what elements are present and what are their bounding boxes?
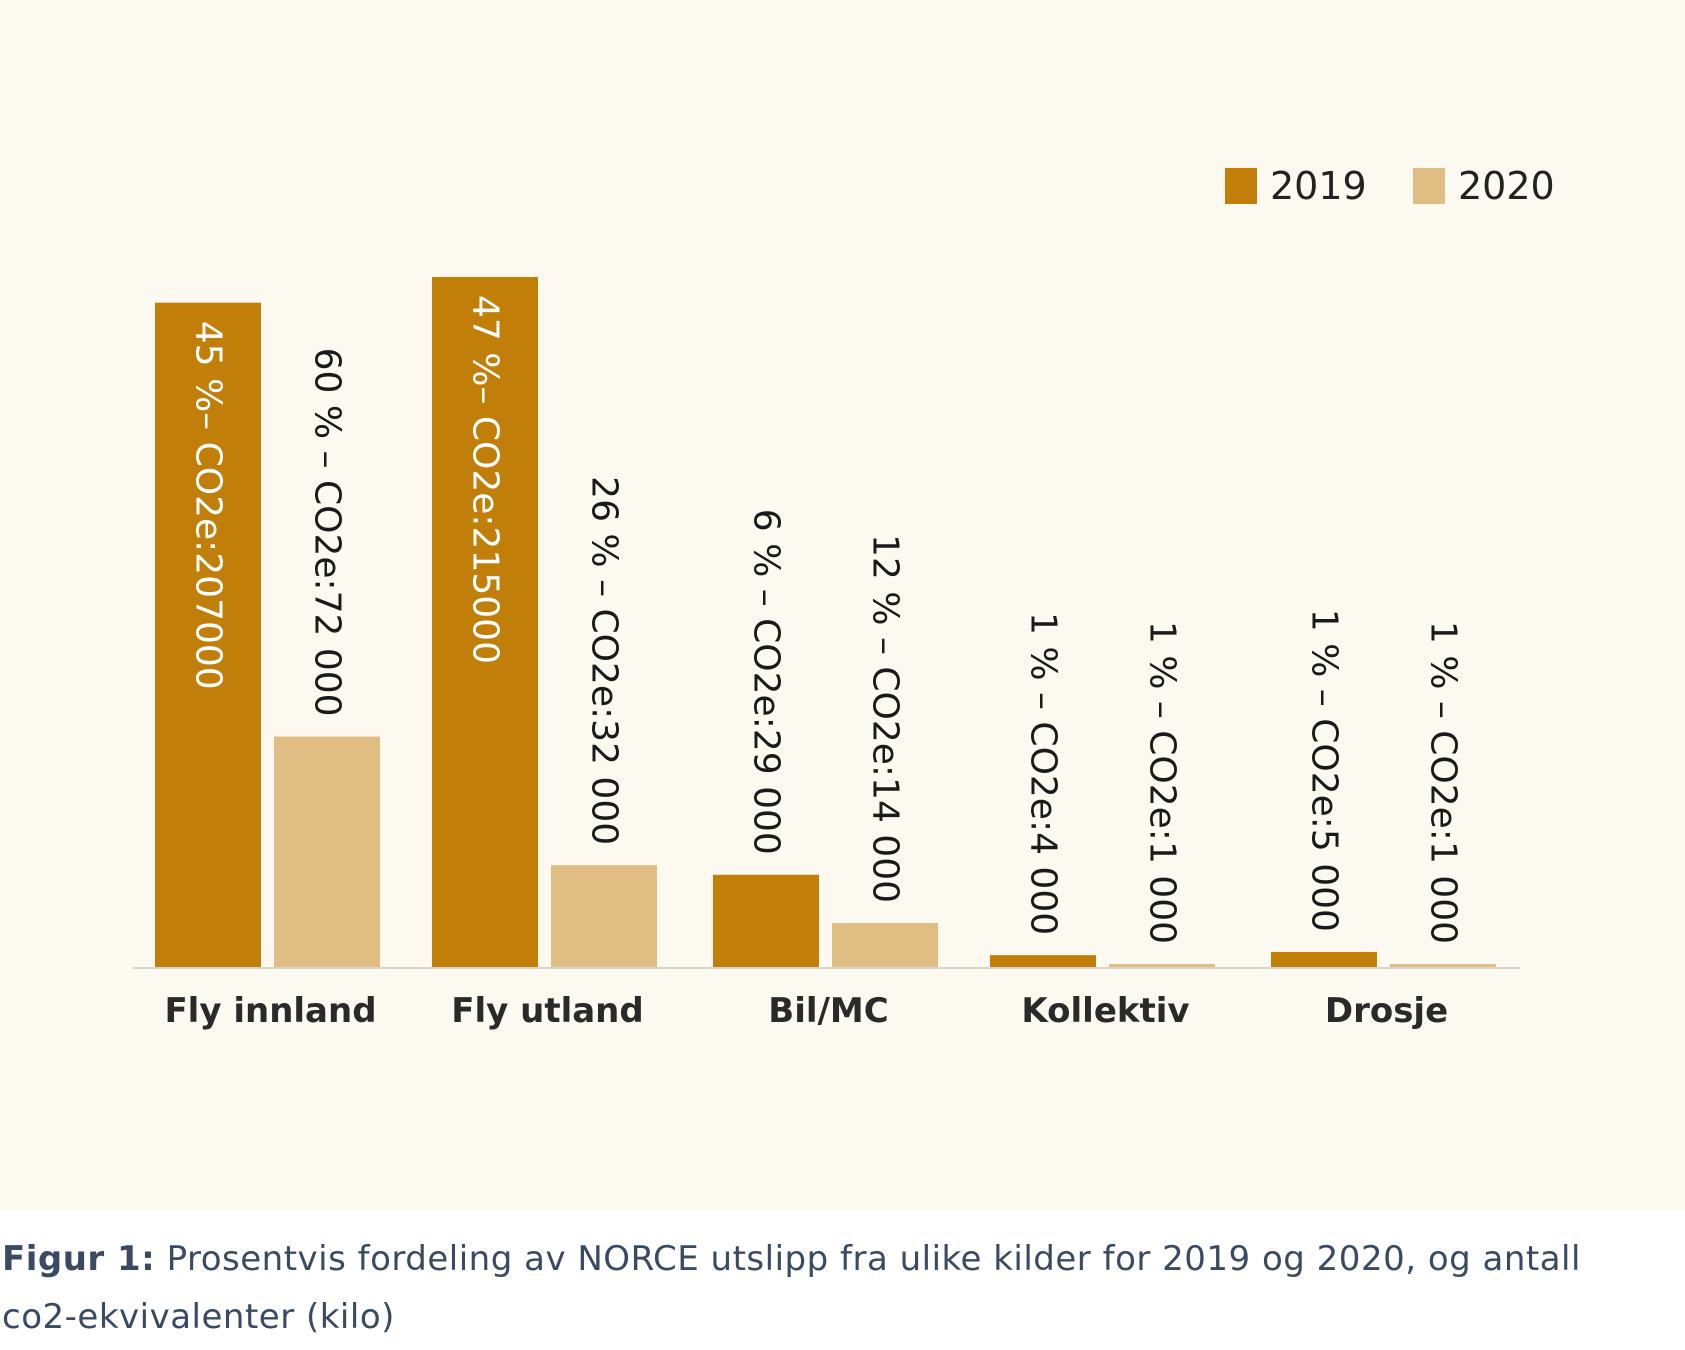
- category-label-kollektiv: Kollektiv: [1021, 991, 1189, 1031]
- bar-kollektiv-2019: [990, 955, 1096, 968]
- chart-panel: 2019 2020 45 %– CO2e:207000 60 % – CO2e:72…: [0, 0, 1685, 1210]
- bar-label-kollektiv-2019: 1 % – CO2e:4 000: [1023, 612, 1064, 935]
- legend-swatch-2019: [1225, 168, 1257, 204]
- legend-swatch-2020: [1413, 168, 1445, 204]
- caption-lead: Figur 1:: [2, 1239, 156, 1279]
- bar-drosje-2019: [1271, 951, 1377, 968]
- bar-label-bil-mc-2020: 12 % – CO2e:14 000: [865, 534, 906, 903]
- bar-fly-utland-2019: [432, 277, 538, 968]
- legend: 2019 2020: [1225, 164, 1555, 208]
- legend-label-2020: 2020: [1458, 164, 1555, 208]
- bar-label-fly-innland-2020: 60 % – CO2e:72 000: [307, 348, 348, 717]
- category-label-fly-utland: Fly utland: [451, 991, 643, 1031]
- bar-fly-utland-2020: [551, 865, 657, 968]
- figure-caption: Figur 1: Prosentvis fordeling av NORCE u…: [2, 1230, 1662, 1346]
- bar-label-drosje-2019: 1 % – CO2e:5 000: [1304, 609, 1345, 932]
- category-labels: Fly innland Fly utland Bil/MC Kollektiv Dros…: [164, 991, 1448, 1031]
- bar-fly-innland-2020: [274, 736, 380, 968]
- bar-label-fly-innland-2019: 45 %– CO2e:207000: [188, 321, 229, 690]
- bar-label-fly-utland-2020: 26 % – CO2e:32 000: [584, 476, 625, 845]
- bar-label-fly-utland-2019: 47 %– CO2e:215000: [465, 295, 506, 664]
- bar-chart: 2019 2020 45 %– CO2e:207000 60 % – CO2e:72…: [132, 164, 1555, 1031]
- category-label-bil-mc: Bil/MC: [768, 991, 888, 1031]
- caption-text: Prosentvis fordeling av NORCE utslipp fr…: [2, 1239, 1581, 1337]
- bar-kollektiv-2020: [1109, 964, 1215, 968]
- bar-fly-innland-2019: [155, 302, 261, 968]
- bar-drosje-2020: [1390, 964, 1496, 968]
- bar-bil-mc-2020: [832, 923, 938, 968]
- bar-bil-mc-2019: [713, 874, 819, 968]
- legend-label-2019: 2019: [1270, 164, 1367, 208]
- category-label-drosje: Drosje: [1325, 991, 1448, 1031]
- bar-group: 45 %– CO2e:207000 60 % – CO2e:72 000 47 %–…: [155, 277, 1496, 968]
- bar-label-kollektiv-2020: 1 % – CO2e:1 000: [1142, 621, 1183, 944]
- category-label-fly-innland: Fly innland: [164, 991, 376, 1031]
- bar-label-drosje-2020: 1 % – CO2e:1 000: [1423, 621, 1464, 944]
- bar-label-bil-mc-2019: 6 % – CO2e:29 000: [746, 509, 787, 855]
